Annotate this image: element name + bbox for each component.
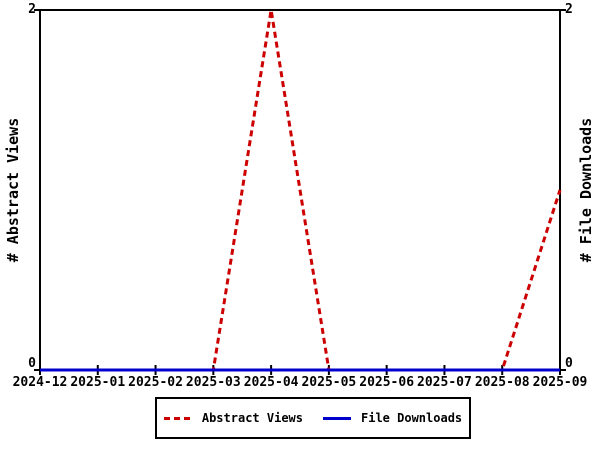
y-tick-label-left-min: 0 <box>28 356 36 371</box>
legend: Abstract Views File Downloads <box>155 397 471 439</box>
x-tick-label: 2025-05 <box>301 375 357 390</box>
y-axis-label-left: # Abstract Views <box>4 117 22 263</box>
x-tick-label: 2024-12 <box>12 375 68 390</box>
legend-label-file-downloads: File Downloads <box>361 411 463 425</box>
legend-sample-file-downloads <box>323 416 351 420</box>
x-tick-label: 2025-01 <box>70 375 126 390</box>
y-tick-label-right-min: 0 <box>565 356 573 371</box>
abstract-views-line <box>40 9 562 372</box>
x-tick-label: 2025-06 <box>359 375 415 390</box>
x-tick-label: 2025-03 <box>185 375 241 390</box>
x-tick-label: 2025-04 <box>243 375 299 390</box>
x-tick-label: 2025-02 <box>128 375 183 390</box>
legend-item-file-downloads: File Downloads <box>323 411 462 425</box>
x-tick-label: 2025-08 <box>474 375 530 390</box>
legend-sample-abstract-views <box>163 416 192 420</box>
legend-item-abstract-views: Abstract Views <box>163 411 303 425</box>
legend-label-abstract-views: Abstract Views <box>201 411 303 425</box>
y-tick-label-left-max: 2 <box>28 2 36 17</box>
y-axis-label-right: # File Downloads <box>577 117 595 263</box>
y-tick-label-right-max: 2 <box>565 2 573 17</box>
x-tick-label: 2025-07 <box>417 375 472 390</box>
x-tick-label: 2025-09 <box>532 375 588 390</box>
